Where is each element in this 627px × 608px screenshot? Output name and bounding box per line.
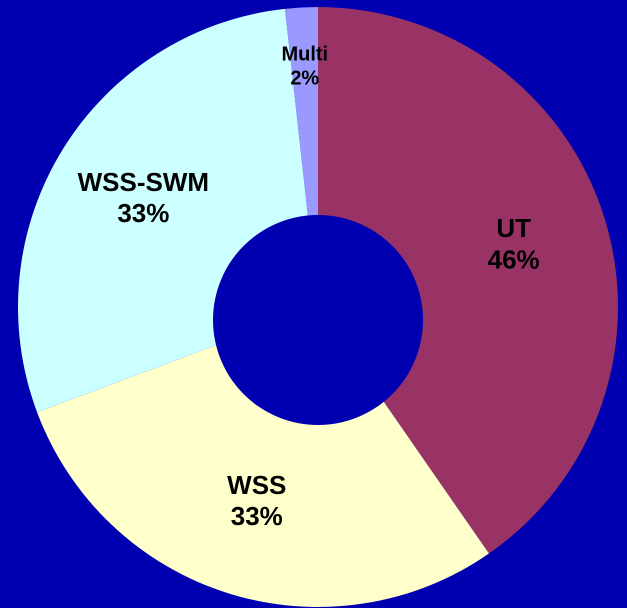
slice [37, 307, 489, 607]
slice-value-label: 33% [231, 501, 283, 531]
slice-value-label: 2% [290, 68, 319, 90]
slice [318, 7, 618, 554]
donut-hole [213, 215, 423, 425]
slice-label: Multi [281, 44, 328, 66]
slice-value-label: 46% [488, 244, 540, 274]
slice-label: WSS-SWM [78, 167, 209, 197]
slice-label: WSS [227, 470, 286, 500]
slice-label: UT [496, 213, 531, 243]
slice-value-label: 33% [117, 198, 169, 228]
